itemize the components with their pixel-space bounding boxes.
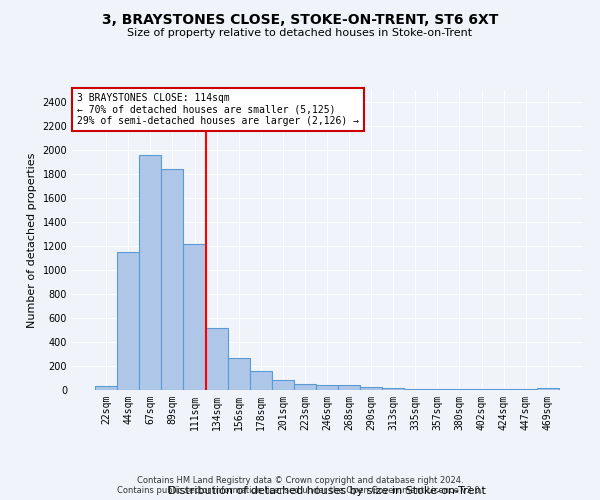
Bar (117, 252, 139, 390)
Text: 3 BRAYSTONES CLOSE: 114sqm
← 70% of detached houses are smaller (5,125)
29% of s: 3 BRAYSTONES CLOSE: 114sqm ← 70% of deta… (77, 93, 359, 126)
Bar (227, 358, 250, 390)
Text: 3, BRAYSTONES CLOSE, STOKE-ON-TRENT, ST6 6XT: 3, BRAYSTONES CLOSE, STOKE-ON-TRENT, ST6… (102, 12, 498, 26)
Bar (537, 388, 559, 390)
Bar (316, 384, 338, 390)
Text: Size of property relative to detached houses in Stoke-on-Trent: Size of property relative to detached ho… (127, 28, 473, 38)
Bar (404, 388, 427, 390)
Bar (272, 380, 294, 390)
Bar (250, 372, 272, 390)
Y-axis label: Number of detached properties: Number of detached properties (27, 152, 37, 328)
Bar (184, 244, 206, 390)
Bar (427, 389, 448, 390)
Bar (294, 384, 316, 390)
Text: Contains HM Land Registry data © Crown copyright and database right 2024.
Contai: Contains HM Land Registry data © Crown c… (118, 476, 482, 495)
X-axis label: Distribution of detached houses by size in Stoke-on-Trent: Distribution of detached houses by size … (168, 486, 486, 496)
Bar (382, 388, 404, 390)
Bar (139, 155, 161, 390)
Bar (206, 328, 227, 390)
Bar (95, 386, 117, 390)
Bar (338, 385, 360, 390)
Bar (161, 169, 184, 390)
Bar (360, 388, 382, 390)
